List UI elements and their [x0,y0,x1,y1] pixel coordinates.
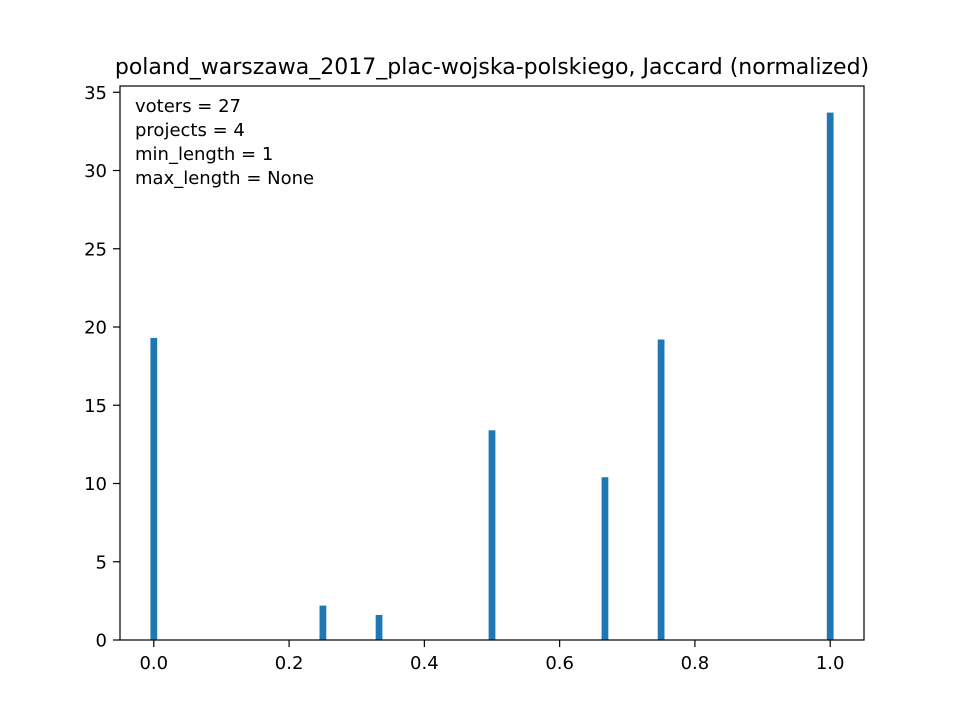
x-axis: 0.0 0.2 0.4 0.6 0.8 1.0 [139,640,845,674]
x-tick-label: 0.8 [681,653,710,674]
chart-title: poland_warszawa_2017_plac-wojska-polskie… [115,55,869,80]
x-tick-label: 1.0 [816,653,845,674]
stats-annotation-line: voters = 27 [135,96,241,117]
histogram-bar [319,605,327,640]
stats-annotation-line: min_length = 1 [135,144,273,165]
plot-frame [119,85,865,641]
y-tick-label: 20 [84,318,107,339]
bars-group [150,112,834,641]
x-tick-label: 0.4 [410,653,439,674]
y-tick-label: 35 [84,83,107,104]
x-tick-label: 0.0 [139,653,168,674]
histogram-bar [601,477,609,640]
y-tick-label: 10 [84,474,107,495]
y-tick-label: 25 [84,239,107,260]
stats-annotation: voters = 27 projects = 4 min_length = 1 max… [135,96,314,189]
histogram-bar [150,337,158,640]
stats-annotation-line: max_length = None [135,168,314,189]
y-tick-label: 5 [96,552,107,573]
y-tick-label: 0 [96,631,107,652]
histogram-bar [375,614,383,640]
histogram-bar [657,339,665,640]
histogram-bar [488,430,496,640]
x-tick-label: 0.2 [275,653,304,674]
stats-annotation-line: projects = 4 [135,120,245,141]
histogram-bar [826,112,834,641]
y-axis: 0 5 10 15 20 25 30 35 [84,83,120,652]
y-tick-label: 30 [84,161,107,182]
x-tick-label: 0.6 [545,653,574,674]
y-tick-label: 15 [84,396,107,417]
